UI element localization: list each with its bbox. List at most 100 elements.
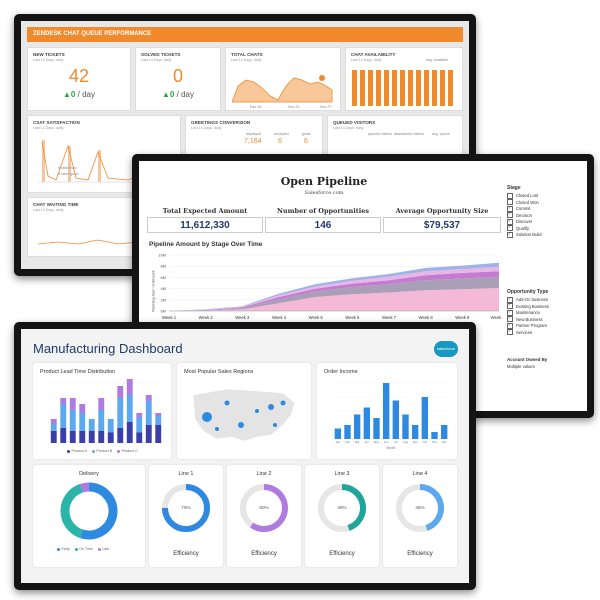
lead-time-chart[interactable]	[37, 379, 167, 449]
new-tickets-card[interactable]: NEW TICKETS Last 14 Days, daily 42 ▲0 / …	[27, 47, 131, 111]
x-tick-label: Week 2	[199, 315, 214, 320]
x-tick-label: Jul	[394, 440, 398, 444]
x-tick-label: Week 5	[309, 315, 324, 320]
card-title: Delivery	[79, 471, 99, 477]
owner-filter-title: Account Owned By	[507, 357, 548, 362]
bar-segment	[145, 395, 152, 401]
line-1-card[interactable]: Line 1 75% Efficiency	[149, 465, 223, 567]
x-tick-label: Week 8	[419, 315, 434, 320]
bar-segment	[126, 379, 133, 395]
bar-segment	[107, 419, 114, 433]
lead-time-card[interactable]: Product Lead Time Distribution Product A…	[33, 363, 171, 459]
card-title: CHAT WAITING TIME	[33, 202, 79, 207]
y-tick-label: 4M	[160, 286, 166, 291]
type-filter-option[interactable]: Existing Business	[507, 302, 549, 310]
checkbox[interactable]	[507, 231, 513, 238]
option-label: Qualify	[516, 225, 530, 231]
highlight-marker	[319, 75, 325, 81]
kpi-label: Total Expected Amount	[162, 207, 248, 215]
x-tick-label: Week 3	[235, 315, 250, 320]
bar	[353, 414, 361, 439]
bar-segment	[50, 419, 57, 424]
bar	[344, 425, 351, 439]
stage-filter-option[interactable]: Closed Lost	[507, 192, 539, 199]
line-3-card[interactable]: Line 3 45% Efficiency	[305, 465, 379, 567]
option-label: Services	[516, 329, 533, 335]
metric-value: 6	[304, 138, 308, 145]
checkbox[interactable]	[507, 192, 513, 199]
gauge-label: Efficiency	[251, 551, 277, 557]
kpi-value: 146	[265, 217, 381, 233]
bar-segment	[117, 398, 124, 428]
pipeline-monitor: Open Pipeline Salesforce.com Total Expec…	[132, 154, 594, 418]
kpi-label: Number of Opportunities	[276, 207, 369, 215]
metric-label: avg. queue	[432, 132, 450, 136]
card-title: CSAT SATISFACTION	[33, 120, 80, 125]
csat-legend: ● rated bad	[58, 166, 77, 170]
option-label: Existing Business	[516, 303, 549, 309]
income-card[interactable]: Order Income Jan Feb Mar Apr May Jun Jul Aug Sep…	[317, 363, 457, 459]
kpi-value: 11,612,330	[147, 217, 263, 233]
card-title: GREETINGS CONVERSION	[191, 120, 251, 125]
y-tick-label: 0M	[160, 309, 166, 314]
stage-filter-option[interactable]: Solution Build	[507, 231, 542, 238]
page-title: Open Pipeline	[280, 175, 368, 188]
type-filter-title: Opportunity Type	[507, 289, 549, 295]
bar-segment	[60, 398, 67, 404]
x-tick-label: Mar	[355, 440, 360, 444]
card-subtitle: Last 14 Days, daily	[141, 58, 172, 62]
date-label: Dec 27	[320, 105, 332, 109]
y-tick-label: 8M	[160, 264, 166, 269]
regions-card[interactable]: Most Popular Sales Regions	[177, 363, 311, 459]
line-3-gauge	[318, 484, 366, 532]
x-tick-label: Week 4	[272, 315, 287, 320]
new-tickets-rate: ▲0 / day	[63, 90, 95, 99]
bar-segment	[117, 386, 124, 398]
bar-segment	[88, 431, 95, 443]
delivery-donut[interactable]	[59, 481, 119, 541]
chat-availability-card[interactable]: CHAT AVAILABILITY Last 14 Days, daily av…	[345, 47, 463, 111]
us-map[interactable]	[187, 381, 301, 451]
owner-filter-value[interactable]: Multiple values	[507, 364, 535, 369]
checkbox[interactable]	[507, 328, 513, 335]
bar-segment	[155, 425, 162, 443]
line-1-gauge	[162, 484, 210, 532]
option-label: New Business	[516, 316, 543, 322]
delivery-card[interactable]: Delivery Early On Time Late	[33, 465, 145, 567]
bar-segment	[98, 410, 105, 431]
line-2-gauge	[240, 484, 288, 532]
area-series-2	[169, 276, 499, 311]
bar	[334, 428, 342, 439]
metric-label: abandoned visitors	[394, 132, 425, 136]
bar-segment	[79, 413, 86, 431]
card-title: Line 4	[412, 471, 428, 477]
bar	[382, 383, 390, 439]
total-chats-card[interactable]: TOTAL CHATS Last 14 Days, daily Dec 18 D…	[225, 47, 341, 111]
bar	[421, 397, 429, 439]
x-tick-label: Feb	[345, 440, 350, 444]
donut-slice	[60, 483, 84, 539]
gauge-fill	[162, 484, 210, 532]
solved-tickets-rate: ▲0 / day	[162, 90, 194, 99]
x-tick-label: Aug	[403, 440, 408, 444]
order-income-chart[interactable]: Jan Feb Mar Apr May Jun Jul Aug Sep Oct Nov Dec Mont…	[321, 379, 453, 451]
card-title: SOLVED TICKETS	[141, 52, 181, 57]
type-filter-option[interactable]: Services	[507, 328, 533, 336]
date-label: Dec 24	[288, 105, 300, 109]
option-label: Closed Lost	[516, 193, 539, 199]
option-label: Closed Won	[516, 199, 539, 205]
y-tick-label: 2M	[160, 297, 166, 302]
card-subtitle: Last 14 Days, daily	[33, 58, 64, 62]
bar-segment	[50, 431, 57, 443]
line-4-card[interactable]: Line 4 45% Efficiency	[383, 465, 457, 567]
card-title: Line 3	[334, 471, 350, 477]
card-title: Most Popular Sales Regions	[184, 369, 254, 375]
y-tick-label: 10M	[158, 253, 166, 258]
x-tick-label: Week 1	[162, 315, 177, 320]
gauge-percent: 45%	[415, 505, 425, 510]
area-series-1	[169, 288, 499, 311]
type-filter-option[interactable]: Add-On business	[507, 296, 548, 303]
solved-tickets-card[interactable]: SOLVED TICKETS Last 14 Days, daily 0 ▲0 …	[135, 47, 221, 111]
line-2-card[interactable]: Line 2 60% Efficiency	[227, 465, 301, 567]
